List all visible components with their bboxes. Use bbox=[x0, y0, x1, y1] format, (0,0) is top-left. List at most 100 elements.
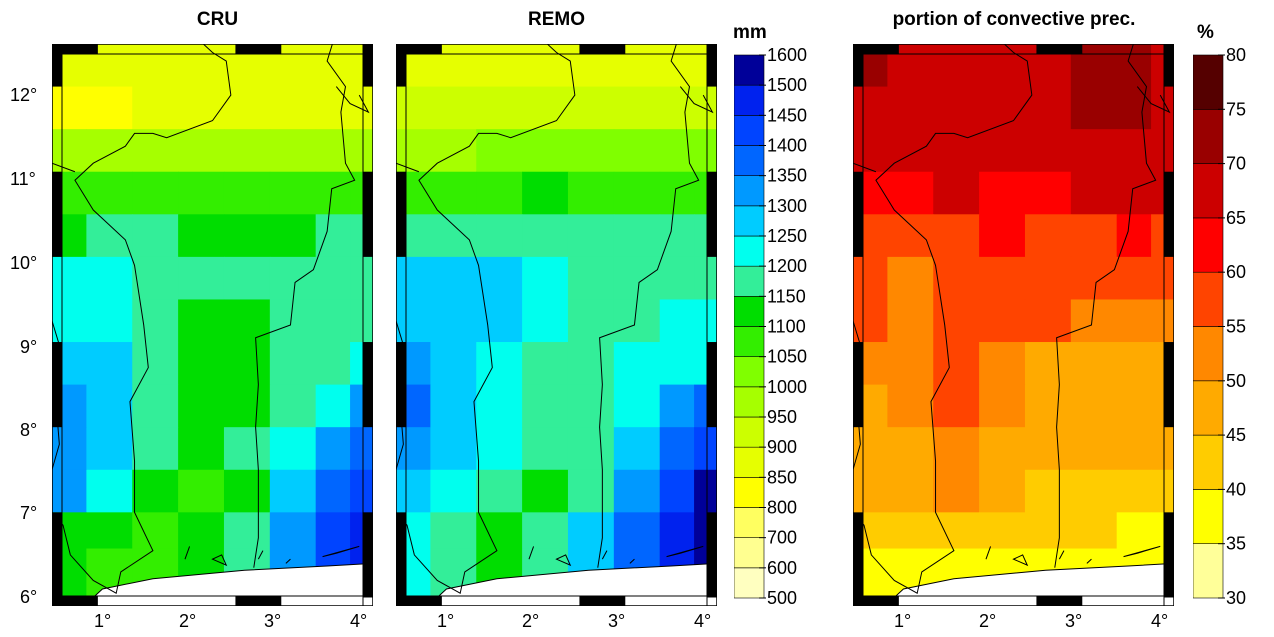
grid-cell bbox=[1070, 427, 1118, 471]
grid-cell bbox=[396, 469, 431, 513]
grid-cell bbox=[933, 342, 980, 386]
colorbar-swatch bbox=[734, 84, 765, 116]
grid-cell bbox=[933, 171, 980, 215]
grid-cell bbox=[1024, 214, 1072, 258]
frame-segment bbox=[396, 1, 406, 87]
grid-cell bbox=[853, 256, 888, 300]
frame-segment bbox=[853, 342, 863, 428]
grid-cell bbox=[1151, 86, 1175, 130]
grid-cell bbox=[1151, 469, 1175, 513]
colorbar-tick-label: 50 bbox=[1226, 371, 1246, 391]
grid-cell bbox=[178, 342, 225, 386]
grid-cell bbox=[1024, 256, 1072, 300]
grid-cell bbox=[659, 427, 695, 471]
frame-segment bbox=[853, 1, 863, 87]
grid-cell bbox=[476, 44, 523, 88]
grid-cell bbox=[178, 256, 225, 300]
colorbar-precip-unit: mm bbox=[733, 22, 767, 43]
grid-cell bbox=[269, 512, 317, 550]
colorbar-tick-label: 1400 bbox=[767, 136, 807, 156]
lon-label: 1° bbox=[437, 611, 455, 631]
colorbar-swatch bbox=[734, 356, 765, 388]
grid-cell bbox=[887, 129, 934, 173]
lagoon bbox=[555, 554, 572, 567]
grid-cell bbox=[178, 427, 225, 471]
grid-cell bbox=[1070, 86, 1118, 130]
grid-cell bbox=[52, 299, 87, 343]
grid-cell bbox=[178, 129, 225, 173]
grid-cell bbox=[613, 427, 661, 471]
grid-cell bbox=[178, 384, 225, 428]
heatmap-cru bbox=[51, 1, 374, 607]
grid-cell bbox=[1116, 342, 1152, 386]
colorbar-tick-label: 1050 bbox=[767, 347, 807, 367]
frame-segment bbox=[396, 44, 442, 54]
grid-cell bbox=[315, 171, 351, 215]
grid-cell bbox=[979, 171, 1026, 215]
grid-cell bbox=[567, 427, 615, 471]
grid-cell bbox=[979, 256, 1026, 300]
grid-cell bbox=[396, 299, 431, 343]
frame-segment bbox=[363, 171, 373, 257]
grid-cell bbox=[613, 214, 661, 258]
grid-cell bbox=[476, 256, 523, 300]
grid-cell bbox=[887, 342, 934, 386]
grid-cell bbox=[853, 86, 888, 130]
grid-cell bbox=[659, 44, 695, 88]
grid-cell bbox=[613, 512, 661, 550]
grid-cell bbox=[613, 171, 661, 215]
grid-cell bbox=[979, 427, 1026, 471]
colorbar-tick-label: 900 bbox=[767, 437, 797, 457]
grid-cell bbox=[269, 384, 317, 428]
grid-cell bbox=[979, 299, 1026, 343]
grid-cell bbox=[132, 384, 179, 428]
grid-cell bbox=[694, 299, 718, 343]
grid-cell bbox=[350, 256, 374, 300]
colorbar-tick-label: 850 bbox=[767, 467, 797, 487]
grid-cell bbox=[1024, 469, 1072, 513]
frame-segment bbox=[396, 596, 442, 606]
grid-cell bbox=[350, 299, 374, 343]
coastline bbox=[884, 562, 1175, 607]
grid-cell bbox=[567, 299, 615, 343]
country-border bbox=[852, 162, 877, 173]
grid-cell bbox=[1116, 214, 1152, 258]
colorbar-tick-label: 1000 bbox=[767, 377, 807, 397]
grid-cell bbox=[350, 469, 374, 513]
frame-segment bbox=[52, 171, 62, 257]
colorbar-tick-label: 600 bbox=[767, 558, 797, 578]
grid-cell bbox=[522, 129, 569, 173]
grid-cell bbox=[522, 214, 569, 258]
colorbar-swatch bbox=[1193, 380, 1224, 436]
grid-cell bbox=[567, 86, 615, 130]
grid-cell bbox=[933, 469, 980, 513]
grid-cell bbox=[1116, 256, 1152, 300]
grid-cell bbox=[694, 256, 718, 300]
colorbar-swatch bbox=[734, 507, 765, 538]
grid-cell bbox=[933, 214, 980, 258]
lon-label: 1° bbox=[94, 611, 112, 631]
grid-cell bbox=[1070, 384, 1118, 428]
colorbar-tick-label: 60 bbox=[1226, 262, 1246, 282]
lagoon bbox=[1123, 545, 1161, 558]
grid-cell bbox=[659, 512, 695, 550]
coastline bbox=[83, 562, 374, 607]
grid-cell bbox=[1070, 512, 1118, 550]
grid-cell bbox=[350, 129, 374, 173]
frame-segment bbox=[1164, 1, 1174, 87]
grid-cell bbox=[132, 214, 179, 258]
grid-cell bbox=[86, 512, 133, 550]
grid-cell bbox=[659, 171, 695, 215]
grid-cell bbox=[1070, 171, 1118, 215]
grid-cell bbox=[979, 214, 1026, 258]
river-mark bbox=[257, 550, 264, 560]
river-mark bbox=[184, 546, 191, 560]
lon-label: 2° bbox=[179, 611, 197, 631]
grid-cell bbox=[933, 86, 980, 130]
grid-cell bbox=[1024, 512, 1072, 550]
grid-cell bbox=[887, 512, 934, 550]
grid-cell bbox=[1116, 44, 1152, 88]
grid-cell bbox=[1024, 299, 1072, 343]
lon-label: 2° bbox=[522, 611, 540, 631]
grid-cell bbox=[1151, 256, 1175, 300]
